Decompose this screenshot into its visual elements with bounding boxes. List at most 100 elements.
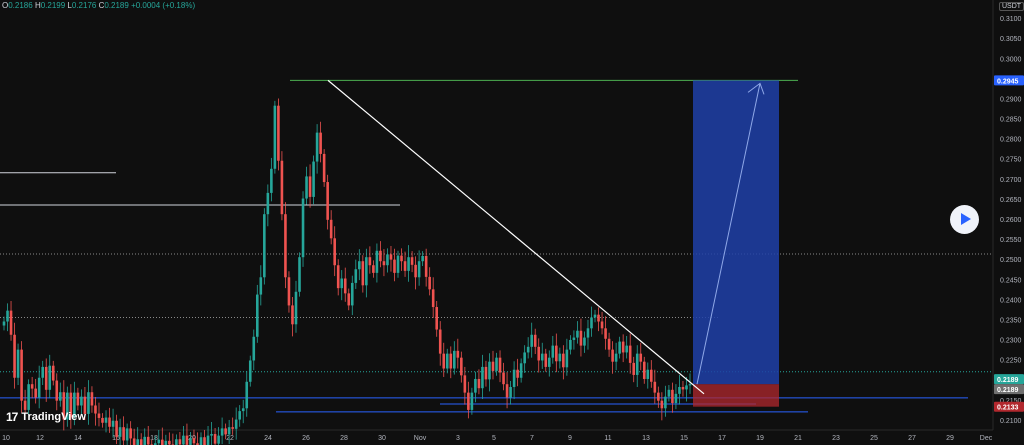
candle-body (259, 277, 263, 295)
x-tick-label: 27 (908, 435, 916, 442)
candle-body (671, 389, 674, 404)
candle-body (516, 369, 519, 378)
candle-body (319, 132, 322, 154)
candle-body (104, 417, 108, 423)
candle-body (185, 435, 189, 445)
candle-body (685, 385, 688, 390)
candle-body (192, 438, 196, 444)
candle-body (343, 278, 347, 294)
candle-body (410, 257, 414, 265)
candle-body (20, 349, 23, 401)
candle-body (203, 437, 206, 445)
x-tick-label: 7 (530, 435, 534, 442)
x-tick-label: 19 (756, 435, 764, 442)
candle-body (122, 427, 125, 441)
y-tick-label: 0.3100 (1000, 16, 1022, 23)
candle-body (526, 346, 530, 353)
candle-body (674, 393, 678, 404)
open-label: O (2, 1, 9, 10)
candle-body (291, 305, 294, 325)
y-tick-label: 0.2700 (1000, 177, 1022, 184)
candle-body (618, 341, 621, 354)
candle-body (579, 330, 583, 346)
candle-body (168, 440, 171, 445)
candle-body (428, 276, 431, 290)
candle-body (382, 261, 386, 266)
y-tick-label: 0.2750 (1000, 157, 1022, 164)
candle-body (41, 366, 44, 378)
candle-body (681, 387, 685, 390)
descending-trendline (327, 79, 705, 395)
candle-body (44, 366, 48, 390)
candle-body (115, 420, 118, 437)
candle-body (354, 269, 358, 283)
candle-body (650, 369, 653, 382)
y-tick-label: 0.2250 (1000, 358, 1022, 365)
candle-body (118, 427, 122, 437)
candle-body (653, 381, 657, 393)
y-tick-label: 0.2850 (1000, 117, 1022, 124)
candle-body (375, 250, 379, 273)
x-tick-label: 20 (188, 435, 196, 442)
candle-body (607, 338, 611, 350)
candle-body (270, 168, 273, 193)
candle-body (217, 435, 220, 444)
candle-body (238, 411, 242, 420)
candle-body (642, 361, 646, 379)
candle-body (312, 161, 315, 197)
candle-body (463, 375, 467, 393)
play-button[interactable] (950, 205, 979, 234)
candle-body (576, 330, 579, 338)
candle-body (533, 334, 537, 347)
tradingview-logo[interactable]: 17 TradingView (6, 410, 86, 424)
price-tag (994, 374, 1024, 385)
y-tick-label: 0.2900 (1000, 96, 1022, 103)
candle-body (277, 105, 280, 161)
candle-body (73, 392, 76, 417)
candle-body (361, 261, 365, 286)
price-tag (994, 384, 1024, 395)
x-tick-label: 11 (604, 435, 611, 442)
candle-body (435, 307, 439, 330)
candle-body (365, 257, 368, 286)
y-tick-label: 0.3000 (1000, 56, 1022, 63)
x-tick-label: 18 (150, 435, 158, 442)
x-tick-label: 25 (870, 435, 878, 442)
candle-body (196, 443, 199, 445)
candle-body (625, 345, 628, 353)
price-tag-label: 0.2945 (997, 78, 1019, 85)
currency-unit-label[interactable]: USDT (999, 2, 1024, 11)
candle-body (284, 214, 287, 278)
x-tick-label: 5 (492, 435, 496, 442)
candle-body (111, 420, 115, 427)
candle-body (396, 255, 400, 273)
y-tick-label: 0.2300 (1000, 338, 1022, 345)
x-tick-label: Nov (414, 435, 427, 442)
open-value: 0.2186 (8, 1, 33, 10)
x-tick-label: 10 (2, 435, 10, 442)
candle-body (547, 357, 551, 367)
candle-body (347, 293, 351, 306)
x-tick-label: 22 (226, 435, 234, 442)
y-tick-label: 0.2800 (1000, 137, 1022, 144)
candle-body (175, 439, 178, 445)
tradingview-logo-icon: 17 (6, 410, 18, 424)
candle-body (326, 182, 329, 220)
candle-body (442, 353, 446, 369)
candle-body (298, 257, 301, 292)
candle-body (143, 436, 147, 445)
x-tick-label: 29 (946, 435, 954, 442)
candle-body (502, 372, 505, 385)
long-position-target-zone (693, 80, 779, 385)
projection-arrow (696, 83, 761, 385)
candle-body (414, 264, 417, 278)
candle-body (379, 250, 382, 262)
candle-body (481, 366, 484, 389)
candle-body (628, 345, 632, 363)
candle-body (438, 329, 442, 354)
candle-body (182, 435, 185, 445)
low-value: 0.2176 (71, 1, 97, 10)
candle-body (600, 321, 604, 329)
candle-body (393, 259, 396, 273)
